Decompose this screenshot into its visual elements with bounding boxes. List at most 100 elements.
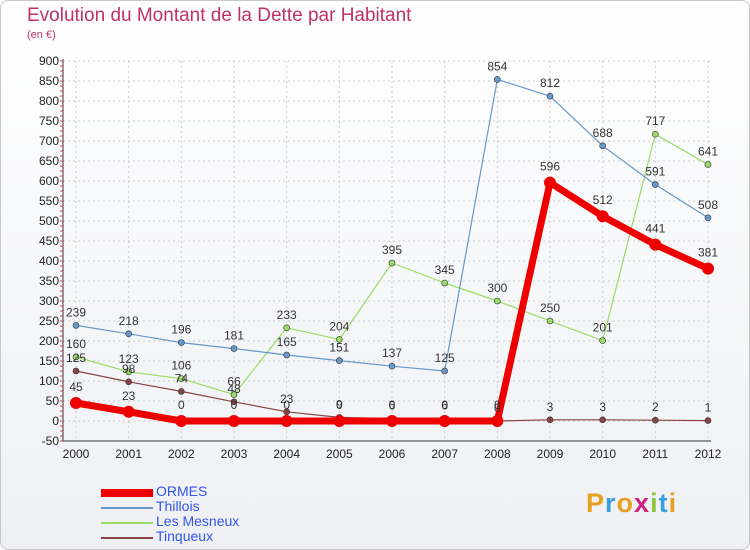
data-label: 395: [382, 243, 402, 257]
legend-swatch: [101, 522, 153, 524]
data-point: [704, 417, 712, 424]
data-label: 23: [280, 392, 294, 406]
series-thillois: [72, 76, 712, 375]
data-point: [599, 337, 606, 344]
data-label: 1: [705, 401, 712, 415]
data-point: [178, 388, 185, 395]
y-tick-label: -50: [42, 434, 60, 448]
data-point: [704, 214, 712, 222]
data-point: [125, 368, 132, 376]
data-point: [438, 415, 451, 427]
logo-letter: P: [586, 488, 606, 518]
data-label: 160: [66, 337, 86, 351]
series-les-mesneux: [72, 130, 712, 398]
y-tick-label: 250: [39, 314, 59, 328]
data-point: [441, 367, 448, 375]
chart-title: Evolution du Montant de la Dette par Hab…: [27, 5, 412, 26]
data-label: 512: [593, 193, 613, 207]
y-tick-label: 300: [39, 294, 59, 308]
data-label: 23: [122, 389, 136, 403]
data-label: 165: [277, 335, 297, 349]
data-label: 74: [175, 371, 189, 385]
data-label: 201: [593, 321, 613, 335]
x-tick-label: 2003: [221, 447, 248, 461]
data-label: 441: [645, 222, 665, 236]
data-point: [388, 362, 396, 370]
logo-letter: i: [668, 488, 678, 518]
data-label: 300: [487, 281, 507, 295]
x-tick-label: 2008: [484, 447, 511, 461]
data-point: [230, 398, 238, 406]
y-tick-label: 550: [39, 194, 59, 208]
data-label: 0: [441, 398, 448, 412]
logo-letter: x: [634, 488, 651, 518]
data-point: [228, 415, 240, 427]
data-point: [280, 415, 293, 427]
x-tick-label: 2004: [273, 447, 300, 461]
data-label: 0: [389, 398, 396, 412]
data-point: [283, 324, 290, 332]
data-label: 641: [698, 145, 718, 159]
data-point: [175, 415, 188, 427]
data-point: [702, 262, 714, 275]
data-label: 3: [599, 400, 606, 414]
data-point: [386, 415, 398, 427]
data-label: 250: [540, 301, 560, 315]
data-point: [546, 317, 554, 325]
proxiti-logo[interactable]: Proxiti: [586, 488, 677, 519]
data-label: 6: [389, 399, 396, 413]
y-tick-label: 200: [39, 334, 59, 348]
y-tick-label: 0: [52, 414, 59, 428]
y-tick-label: 400: [39, 254, 59, 268]
logo-letter: t: [658, 488, 669, 518]
y-tick-label: 800: [39, 94, 59, 108]
data-label: 0: [178, 398, 185, 412]
data-point: [283, 351, 290, 359]
data-point: [546, 416, 554, 424]
logo-letter: r: [605, 488, 617, 518]
data-label: 125: [435, 351, 455, 365]
data-label: 218: [119, 314, 139, 328]
data-point: [652, 181, 659, 188]
y-tick-label: 750: [39, 114, 59, 128]
data-label: 196: [171, 323, 191, 337]
x-tick-label: 2006: [379, 447, 406, 461]
data-point: [441, 279, 448, 287]
data-label: 125: [66, 351, 86, 365]
data-label: 151: [329, 341, 349, 355]
data-point: [72, 353, 80, 361]
logo-letter: o: [616, 488, 635, 518]
data-point: [491, 415, 504, 427]
x-tick-label: 2012: [695, 447, 722, 461]
y-tick-label: 150: [39, 354, 59, 368]
y-tick-label: 900: [39, 54, 59, 68]
data-label: 591: [645, 165, 665, 179]
data-label: 123: [119, 352, 139, 366]
data-label: 45: [69, 380, 83, 394]
data-point: [599, 416, 606, 424]
x-tick-label: 2011: [642, 447, 668, 461]
data-point: [333, 415, 346, 427]
data-label: 2: [652, 400, 659, 414]
data-label: 717: [645, 114, 665, 128]
data-label: 66: [227, 375, 241, 389]
y-tick-label: 500: [39, 214, 59, 228]
legend-label: Thillois: [156, 498, 200, 514]
data-label: 6: [441, 399, 448, 413]
data-point: [494, 76, 501, 83]
data-label: 239: [66, 305, 86, 319]
legend-swatch: [101, 537, 153, 539]
y-tick-label: 450: [39, 234, 59, 248]
data-point: [125, 378, 132, 386]
data-point: [178, 375, 185, 382]
data-label: 0: [336, 398, 343, 412]
data-label: 508: [698, 198, 718, 212]
data-point: [72, 322, 80, 329]
series-ormes: [70, 176, 714, 427]
data-point: [125, 330, 132, 338]
data-label: 48: [227, 382, 241, 396]
x-tick-label: 2002: [168, 447, 195, 461]
legend-label: Les Mesneux: [156, 513, 240, 529]
data-label: 204: [329, 319, 349, 333]
